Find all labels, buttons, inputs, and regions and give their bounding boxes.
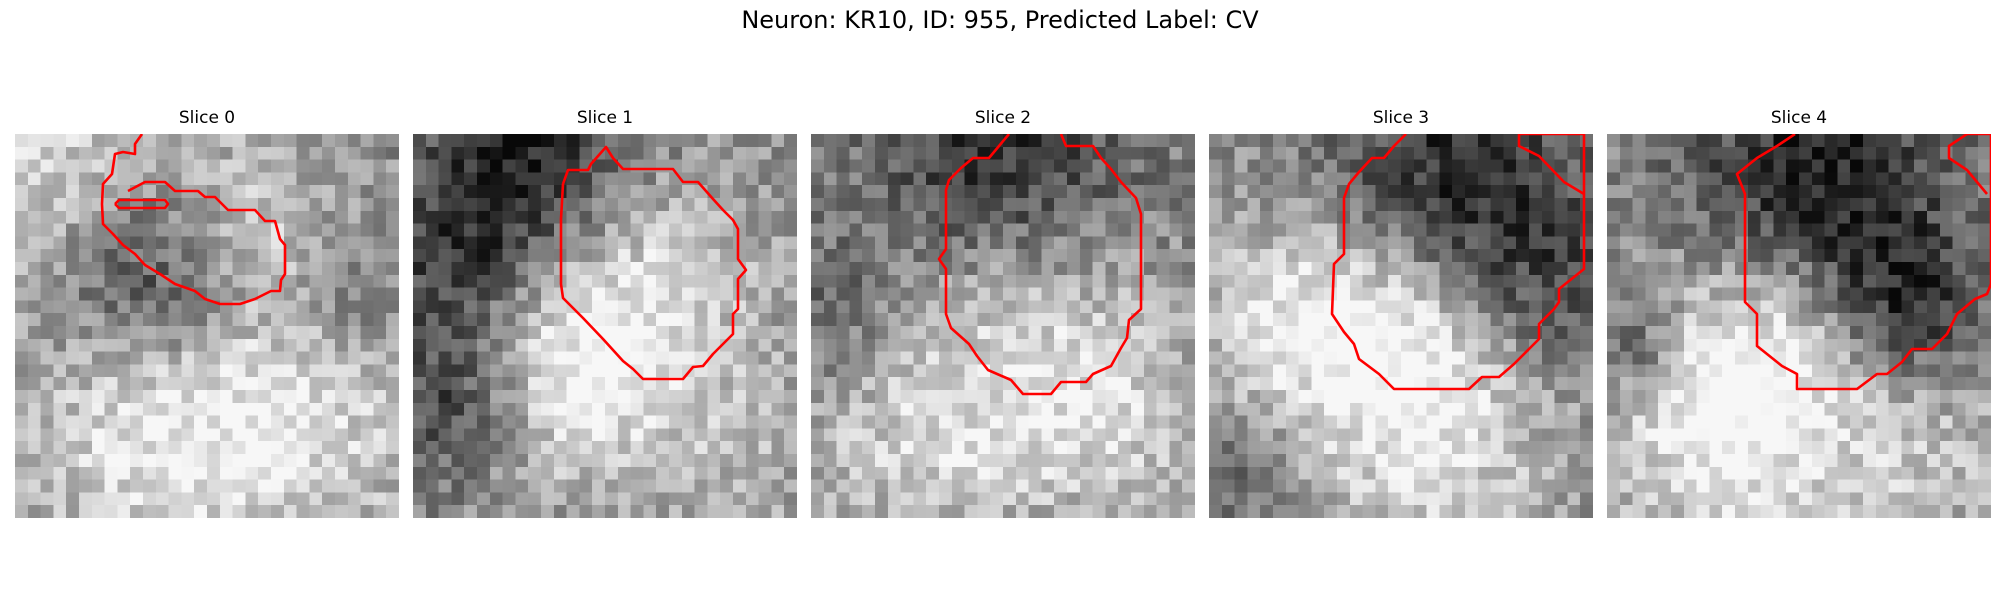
- roi-outline: [937, 134, 1143, 396]
- slice-image: [1607, 134, 1991, 518]
- slice-title: Slice 0: [178, 108, 236, 128]
- slice-title: Slice 3: [1372, 108, 1430, 128]
- slice-image: [811, 134, 1195, 518]
- figure-title: Neuron: KR10, ID: 955, Predicted Label: …: [741, 6, 1259, 34]
- slice-image: [1209, 134, 1593, 518]
- roi-outline: [1330, 134, 1586, 391]
- roi-outline: [1735, 134, 1991, 391]
- slice-title: Slice 2: [974, 108, 1032, 128]
- slice-title: Slice 1: [576, 108, 634, 128]
- roi-outline: [100, 134, 287, 306]
- roi-outline: [559, 145, 748, 381]
- slice-title: Slice 4: [1770, 108, 1828, 128]
